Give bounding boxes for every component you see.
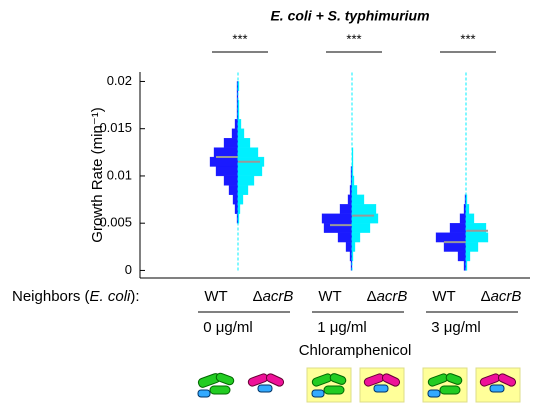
histogram-bar (449, 223, 467, 233)
neighbors-label: Neighbors (E. coli): (12, 288, 140, 305)
legend-entry-part: Δ (253, 288, 263, 305)
histogram-bar (345, 241, 353, 252)
legend-entry: WT (432, 288, 455, 305)
histogram-bar (351, 185, 358, 195)
legend-entry-part: acrB (491, 288, 522, 305)
histogram-bar (459, 213, 467, 224)
significance: *** (346, 31, 361, 46)
y-axis-label: Growth Rate (min⁻¹) (89, 107, 106, 242)
chart-title: E. coli + S. typhimurium (270, 8, 429, 24)
legend-entry-part: Δ (367, 288, 377, 305)
significance: *** (232, 31, 247, 46)
group-label: 3 μg/ml (431, 319, 481, 336)
legend-entry: WT (318, 288, 341, 305)
histogram-bar (228, 185, 239, 195)
histogram-bar (209, 156, 239, 167)
histogram-bar (231, 128, 239, 139)
histogram-bar (213, 147, 239, 158)
histogram-bar (435, 232, 467, 243)
legend-entry: ΔacrB (253, 288, 294, 305)
histogram-bar (237, 147, 259, 158)
histogram-bar (457, 251, 467, 262)
legend-entry: ΔacrB (481, 288, 522, 305)
significance: *** (460, 31, 475, 46)
histogram-bar (465, 251, 471, 262)
histogram-bar (223, 137, 239, 148)
histogram-bar (215, 166, 239, 177)
legend-entry-part: WT (204, 288, 227, 305)
neighbors-label-part: ): (130, 288, 139, 305)
histogram-bar (347, 194, 353, 205)
histogram-bar (321, 213, 353, 224)
legend-entry-part: acrB (377, 288, 408, 305)
y-tick-label: 0.015 (99, 120, 132, 135)
neighbors-label-part: Neighbors ( (12, 288, 90, 305)
legend-entry-part: WT (432, 288, 455, 305)
histogram-bar (223, 175, 239, 186)
group-label: 1 μg/ml (317, 319, 367, 336)
legend-entry-part: WT (318, 288, 341, 305)
histogram-bar (237, 166, 263, 177)
legend-entry-part: Δ (481, 288, 491, 305)
histogram-bar (443, 241, 467, 252)
histogram-bar (351, 232, 361, 243)
neighbors-label-part: E. coli (90, 288, 132, 305)
y-tick-label: 0.02 (107, 73, 132, 88)
histogram-bar (465, 213, 475, 224)
y-tick-label: 0 (125, 262, 132, 277)
histogram-bar (339, 204, 353, 214)
legend-entry: ΔacrB (367, 288, 408, 305)
x-axis-label: Chloramphenicol (299, 342, 412, 359)
histogram-bar (237, 175, 255, 186)
histogram-bar (465, 241, 479, 252)
icons (197, 367, 521, 403)
histogram-bar (337, 232, 353, 243)
histogram-bar (232, 194, 239, 205)
histogram-bar (237, 128, 245, 139)
y-tick-label: 0.01 (107, 167, 132, 182)
histogram-bar (465, 232, 489, 243)
legend-entry-part: acrB (263, 288, 294, 305)
histogram-bar (351, 194, 365, 205)
histogram-bar (237, 81, 240, 92)
histogram-bar (351, 223, 371, 233)
histogram-bar (237, 137, 251, 148)
histogram-bar (351, 204, 377, 214)
y-tick-label: 0.005 (99, 215, 132, 230)
histogram-bar (237, 194, 244, 205)
group-label: 0 μg/ml (203, 319, 253, 336)
histogram-bar (237, 185, 249, 195)
legend-entry: WT (204, 288, 227, 305)
